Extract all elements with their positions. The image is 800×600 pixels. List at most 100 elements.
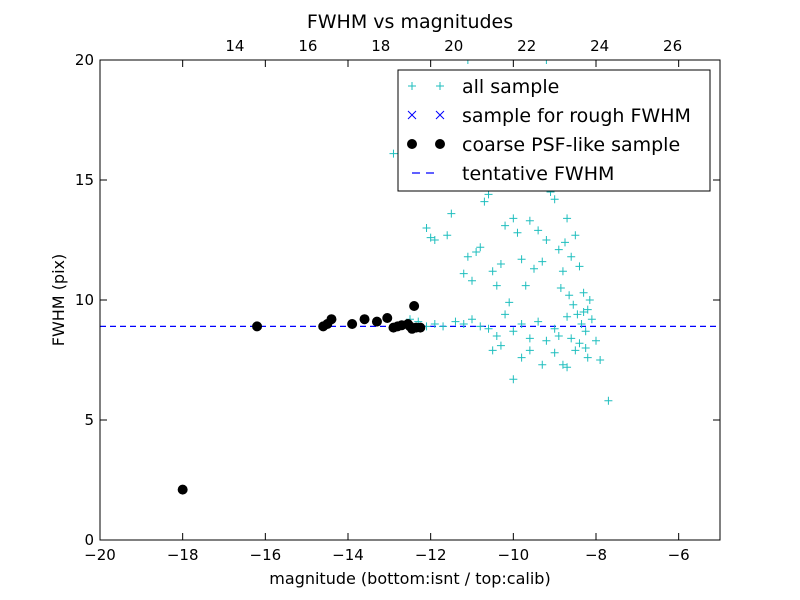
legend-entry: sample for rough FWHM (407, 105, 691, 127)
series-1-point (517, 255, 526, 264)
series-1-point (550, 195, 559, 204)
series-1-point (571, 346, 580, 355)
series-1-point (496, 260, 505, 268)
series-1-point (447, 209, 456, 218)
legend-label: sample for rough FWHM (462, 105, 691, 127)
series-1-point (567, 252, 576, 261)
series-1-point (484, 324, 493, 333)
axes: −20 −18 −16 −14 −12 −10 −8 −6 14 16 18 20 22 24 26 0 5 10… (75, 37, 721, 564)
series-1-point (430, 320, 439, 328)
x-tick-label: −10 (498, 546, 530, 564)
legend-entry: tentative FWHM (412, 163, 614, 185)
series-1-point (563, 312, 572, 321)
series-1-point (476, 322, 485, 331)
series-1-point (517, 320, 526, 328)
series-1-point (389, 149, 398, 158)
series-1-point (525, 346, 534, 355)
series-1-point (430, 236, 439, 244)
series-1-point (463, 252, 472, 261)
series-1-point (534, 317, 543, 326)
series-1-point (604, 396, 613, 405)
series-1-point (525, 216, 534, 225)
series-1-point (538, 257, 547, 266)
series-1-point (443, 231, 452, 240)
series-1-point (422, 224, 431, 232)
y-tick-label: 10 (75, 291, 94, 309)
series-1-point (534, 226, 543, 235)
legend: all sample sample for rough FWHM coarse PS… (397, 69, 711, 192)
series-1-point (521, 281, 530, 290)
series-1-point (472, 248, 481, 256)
series-1-point (542, 236, 551, 244)
series-1-point (439, 322, 448, 331)
legend-entry: all sample (408, 76, 559, 98)
series-1-point (577, 320, 586, 328)
series-1-point (484, 190, 493, 199)
series-3-point (382, 313, 393, 323)
series-1-point (488, 346, 497, 355)
series-1-point (592, 336, 600, 345)
series-1-point (581, 344, 590, 352)
series-1-point (579, 308, 588, 316)
legend-marker (436, 82, 444, 90)
series-1-point (501, 310, 510, 319)
series-1-point (501, 221, 510, 230)
series-1-point (587, 315, 596, 324)
chart-title: FWHM vs magnitudes (307, 11, 513, 33)
series-1-point (596, 356, 605, 364)
x-tick-label: −18 (167, 546, 199, 564)
y-axis-title: FWHM (pix) (49, 254, 68, 347)
series-1-point (496, 341, 505, 350)
series-1-point (459, 269, 468, 278)
series-1-point (476, 243, 485, 252)
series-1-point (550, 324, 559, 333)
series-1-point (525, 334, 534, 343)
series-1-point (505, 298, 514, 307)
series-3-point (359, 314, 370, 325)
series-1-point (517, 353, 526, 362)
y-tick-label: 5 (84, 411, 94, 429)
series-1-point (583, 305, 592, 314)
series-1-point (579, 288, 588, 297)
series-1-point (556, 284, 565, 292)
x-tick-label: −20 (84, 546, 116, 564)
legend-marker (407, 139, 417, 149)
y-tick-label: 0 (84, 531, 94, 549)
series-3-point (326, 314, 337, 325)
series-1-point (538, 360, 547, 369)
series-3-point (415, 322, 426, 333)
series-1-point (554, 245, 563, 254)
series-1-point (509, 214, 518, 223)
x2-tick-label: 18 (371, 37, 390, 55)
x2-tick-label: 26 (663, 37, 682, 55)
series-1-point (463, 60, 472, 64)
x2-tick-label: 16 (298, 37, 317, 55)
series-1-point (451, 317, 460, 326)
series-3-point (409, 301, 420, 311)
legend-marker (407, 110, 417, 120)
series-1-point (558, 360, 567, 369)
legend-label: tentative FWHM (462, 163, 614, 185)
x2-tick-label: 20 (444, 37, 463, 55)
series-1-point (542, 336, 551, 345)
series-1-point (563, 214, 572, 223)
series-1-point (426, 233, 435, 242)
series-1-point (558, 267, 567, 276)
series-3-point (177, 484, 188, 495)
x-tick-label: −6 (668, 546, 690, 564)
series-1-point (569, 300, 578, 309)
series-3-point (371, 316, 382, 327)
legend-marker (408, 82, 416, 90)
series-1-point (509, 375, 518, 384)
y-tick-label: 20 (75, 51, 94, 69)
x-tick-label: −12 (415, 546, 447, 564)
series-1-point (585, 296, 594, 304)
x2-tick-label: 24 (590, 37, 609, 55)
x-tick-label: −8 (585, 546, 607, 564)
series-1-point (513, 228, 522, 237)
y-tick-label: 15 (75, 171, 94, 189)
series-1-point (583, 353, 592, 362)
x2-tick-label: 22 (517, 37, 536, 55)
legend-label: coarse PSF-like sample (462, 134, 680, 156)
series-1-point (488, 267, 497, 276)
